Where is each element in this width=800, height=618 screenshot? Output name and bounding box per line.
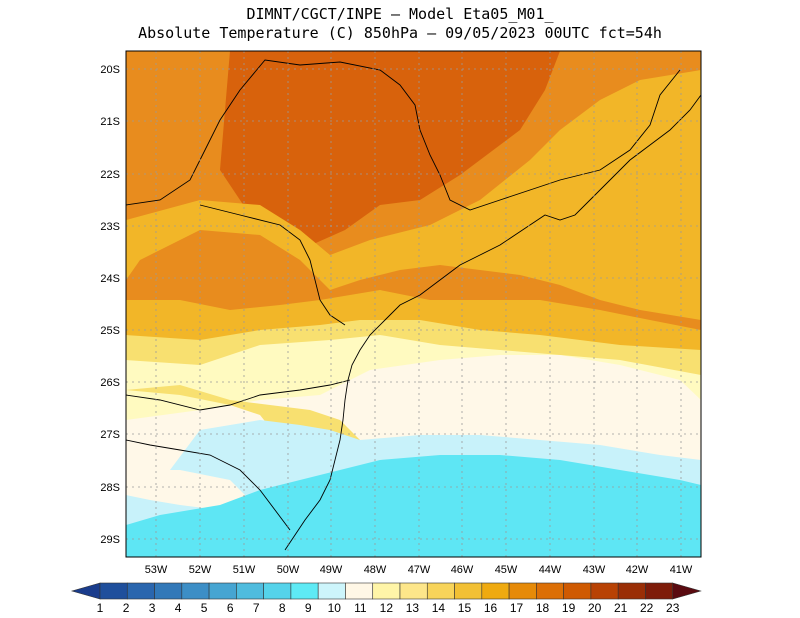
colorbar-label: 22	[640, 601, 654, 615]
colorbar-swatch	[536, 582, 564, 600]
colorbar-swatch	[590, 582, 619, 600]
lat-label: 26S	[100, 377, 120, 389]
colorbar-label: 13	[406, 601, 420, 615]
colorbar-label: 21	[614, 601, 628, 615]
colorbar-swatch	[290, 582, 319, 600]
colorbar-swatch	[236, 582, 264, 600]
graticule	[126, 51, 701, 557]
lon-label: 44W	[539, 564, 562, 576]
lon-label: 43W	[583, 564, 606, 576]
colorbar-swatch	[617, 582, 646, 600]
colorbar-swatch	[345, 582, 374, 600]
colorbar-label: 5	[201, 601, 208, 615]
colorbar-swatch	[645, 582, 674, 600]
colorbar-label: 17	[510, 601, 524, 615]
colorbar: 1 2 3 4 5 6 7 8 9 10 11 12 13 14 15 16 17 18 19 20 21 22 23	[70, 582, 702, 615]
lon-label: 50W	[277, 564, 300, 576]
colorbar-label: 12	[380, 601, 394, 615]
lon-label: 52W	[189, 564, 212, 576]
state-border-2	[199, 204, 346, 326]
colorbar-swatch	[481, 582, 510, 600]
colorbar-swatch	[208, 582, 237, 600]
lat-label: 21S	[100, 116, 120, 128]
lon-label: 49W	[320, 564, 343, 576]
colorbar-swatch	[317, 582, 346, 600]
state-border-4	[126, 439, 291, 531]
coastline	[284, 94, 701, 551]
state-border-1	[126, 59, 681, 211]
lat-ticks: 20S 21S 22S 23S 24S 25S 26S 27S 28S 29S	[100, 64, 120, 546]
lat-label: 22S	[100, 169, 120, 181]
colorbar-swatch	[181, 582, 210, 600]
lon-label: 46W	[451, 564, 474, 576]
colorbar-label: 9	[305, 601, 312, 615]
lat-label: 24S	[100, 273, 120, 285]
colorbar-label: 3	[149, 601, 156, 615]
colorbar-swatch	[263, 582, 292, 600]
colorbar-swatch	[126, 582, 155, 600]
lon-label: 51W	[233, 564, 256, 576]
colorbar-swatch	[399, 582, 428, 600]
colorbar-label: 1	[97, 601, 104, 615]
coastline-borders	[126, 59, 701, 551]
map-frame	[125, 50, 702, 558]
colorbar-swatch	[154, 582, 183, 600]
colorbar-label: 7	[253, 601, 260, 615]
colorbar-swatch	[454, 582, 483, 600]
colorbar-max-arrow	[672, 582, 702, 600]
colorbar-swatch	[99, 582, 128, 600]
colorbar-label: 19	[562, 601, 576, 615]
colorbar-label: 14	[432, 601, 446, 615]
colorbar-swatch	[508, 582, 537, 600]
colorbar-label: 20	[588, 601, 602, 615]
cold-south-region	[126, 455, 701, 557]
lat-label: 29S	[100, 534, 120, 546]
lon-label: 47W	[408, 564, 431, 576]
colorbar-swatch	[563, 582, 592, 600]
temperature-field	[126, 51, 701, 557]
lat-label: 25S	[100, 325, 120, 337]
lat-label: 23S	[100, 221, 120, 233]
colorbar-label: 23	[666, 601, 680, 615]
lat-label: 20S	[100, 64, 120, 76]
colorbar-label: 15	[458, 601, 472, 615]
colorbar-label: 16	[484, 601, 498, 615]
lat-label: 27S	[100, 429, 120, 441]
colorbar-label: 2	[123, 601, 130, 615]
colorbar-min-arrow	[70, 582, 101, 600]
map-title-line2: Absolute Temperature (C) 850hPa – 09/05/…	[138, 24, 662, 42]
colorbar-label: 8	[279, 601, 286, 615]
cream-band-sw	[126, 470, 250, 510]
colorbar-label: 6	[227, 601, 234, 615]
lon-label: 42W	[626, 564, 649, 576]
colorbar-label: 10	[328, 601, 342, 615]
colorbar-label: 4	[175, 601, 182, 615]
map-title-line1: DIMNT/CGCT/INPE – Model Eta05_M01_	[246, 5, 554, 23]
colorbar-swatch	[372, 582, 401, 600]
lon-label: 45W	[495, 564, 518, 576]
colorbar-swatch	[426, 582, 455, 600]
lon-label: 41W	[670, 564, 693, 576]
colorbar-label: 18	[536, 601, 550, 615]
lon-label: 48W	[364, 564, 387, 576]
colorbar-label: 11	[354, 601, 367, 615]
hot-core-region	[220, 51, 560, 250]
state-border-3	[126, 379, 351, 411]
lon-label: 53W	[145, 564, 168, 576]
lon-ticks: 53W 52W 51W 50W 49W 48W 47W 46W 45W 44W …	[145, 564, 693, 576]
lat-label: 28S	[100, 482, 120, 494]
